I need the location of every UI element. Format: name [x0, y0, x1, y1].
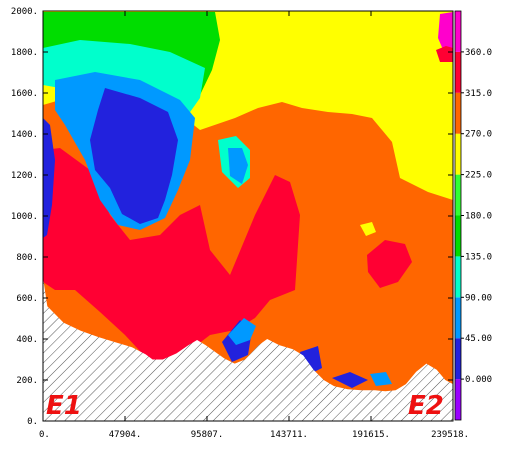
colorbar-band — [455, 92, 461, 134]
colorbar-label: 135.0 — [465, 252, 492, 262]
colorbar-band — [455, 215, 461, 257]
colorbar-label: 45.00 — [465, 334, 492, 344]
colorbar-band — [455, 51, 461, 93]
y-tick-label: 600. — [16, 294, 38, 304]
marker-e1: E1 — [46, 391, 82, 421]
x-tick-label: 95807. — [191, 430, 224, 440]
terrain — [43, 277, 453, 421]
field-red — [43, 148, 300, 362]
colorbar-band — [455, 379, 461, 420]
field-red-tip — [436, 46, 453, 62]
field-blue-left — [43, 118, 55, 238]
colorbar-band — [455, 133, 461, 175]
y-tick-label: 2000. — [11, 7, 38, 17]
y-tick-label: 1400. — [11, 130, 38, 140]
colorbar: 0.000 45.00 90.00 135.0 180.0 225.0 270.0 315.0… — [454, 10, 492, 421]
contour-fields — [43, 12, 453, 421]
x-tick-label: 47904. — [109, 430, 142, 440]
colorbar-band — [455, 11, 461, 52]
colorbar-label: 225.0 — [465, 171, 492, 181]
colorbar-band — [455, 174, 461, 216]
y-tick-label: 400. — [16, 335, 38, 345]
y-tick-label: 1800. — [11, 48, 38, 58]
x-tick-label: 143711. — [270, 430, 308, 440]
field-magenta-tip — [438, 12, 453, 52]
colorbar-band — [455, 297, 461, 339]
y-axis: 0. 200. 400. 600. 800. 1000. 1200. 1400. 1600. 18… — [11, 7, 453, 427]
y-tick-label: 200. — [16, 376, 38, 386]
colorbar-label: 360.0 — [465, 48, 492, 58]
field-yellow-corner — [360, 222, 376, 236]
colorbar-label: 270.0 — [465, 130, 492, 140]
field-blue — [90, 88, 178, 224]
colorbar-label: 315.0 — [465, 89, 492, 99]
y-tick-label: 800. — [16, 253, 38, 263]
x-tick-label: 0. — [39, 430, 50, 440]
colorbar-label: 180.0 — [465, 212, 492, 222]
x-axis: 0. 47904. 95807. 143711. 191615. 239518. — [39, 11, 469, 440]
colorbar-label: 0.000 — [465, 375, 492, 385]
colorbar-label: 90.00 — [465, 293, 492, 303]
terrain-hatch — [43, 277, 453, 421]
x-tick-label: 191615. — [352, 430, 390, 440]
field-lightblue-patch — [228, 148, 248, 184]
x-tick-label: 239518. — [431, 430, 469, 440]
y-tick-label: 1000. — [11, 212, 38, 222]
field-red-blob — [367, 240, 412, 288]
marker-e2: E2 — [408, 391, 444, 421]
y-tick-label: 1200. — [11, 171, 38, 181]
y-tick-label: 1600. — [11, 89, 38, 99]
colorbar-band — [455, 256, 461, 298]
field-lightblue-bottom-patches — [228, 318, 392, 386]
y-tick-label: 0. — [27, 417, 38, 427]
colorbar-band — [455, 338, 461, 380]
